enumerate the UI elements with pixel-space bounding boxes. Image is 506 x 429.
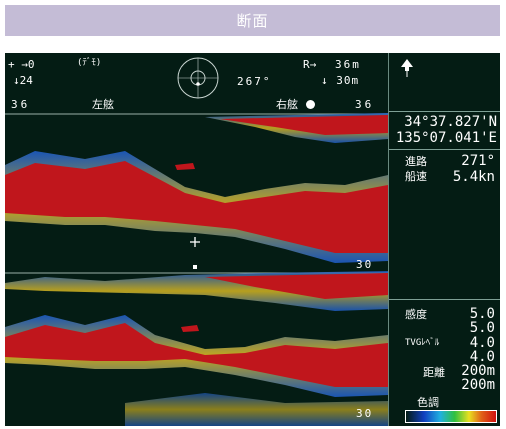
depth-offset-readout: ↓24 [13, 74, 33, 87]
starboard-label: 右舷 [276, 98, 298, 111]
distance-value-b: 200m [461, 377, 495, 393]
window-title-bar: 断面 [5, 5, 500, 36]
latitude-readout: 34°37.827'N [404, 114, 497, 130]
course-value: 271° [461, 153, 495, 169]
gain-value-a: 5.0 [469, 306, 495, 322]
info-panel: 34°37.827'N 135°07.041'E 進路 271° 船速 5.4k… [388, 53, 500, 426]
bearing-readout: 267° [237, 75, 272, 88]
port-label: 左舷 [92, 98, 114, 111]
panel-divider [389, 299, 500, 300]
depth-value: ↓ 30m [321, 74, 360, 87]
distance-value-a: 200m [461, 363, 495, 379]
course-label: 進路 [405, 155, 427, 168]
north-arrow-icon [401, 59, 413, 77]
scale-left-range: 36 [11, 98, 31, 111]
color-scale-bar [405, 410, 497, 423]
panel-divider [389, 111, 500, 112]
distance-label: 距離 [423, 366, 445, 379]
sonar-display: + →0 (ﾃﾞﾓ) ↓24 267° R→ 36m ↓ 30m 36 左舷 右… [5, 53, 500, 426]
color-scale-label: 色調 [417, 396, 439, 409]
gain-label: 感度 [405, 308, 427, 321]
speed-value: 5.4kn [452, 169, 495, 185]
tvg-value-a: 4.0 [469, 335, 495, 351]
gain-value-b: 5.0 [469, 320, 495, 336]
scale-right-range: 36 [355, 98, 375, 111]
panel-divider [389, 149, 500, 150]
range-label: R→ [303, 58, 317, 71]
depth-mark-lower: 30 [356, 407, 374, 420]
echo-image [5, 113, 388, 426]
longitude-readout: 135°07.041'E [395, 130, 497, 146]
depth-mark-upper: 30 [356, 258, 374, 271]
tvg-label: TVGﾚﾍﾞﾙ [405, 338, 440, 348]
starboard-marker-icon [306, 100, 315, 109]
window-title: 断面 [236, 12, 269, 30]
position-offset-readout: + →0 [8, 58, 35, 71]
compass-icon [177, 57, 219, 99]
tvg-value-b: 4.0 [469, 349, 495, 365]
mode-label: (ﾃﾞﾓ) [77, 58, 102, 68]
range-value: 36m [335, 58, 361, 71]
speed-label: 船速 [405, 170, 427, 183]
